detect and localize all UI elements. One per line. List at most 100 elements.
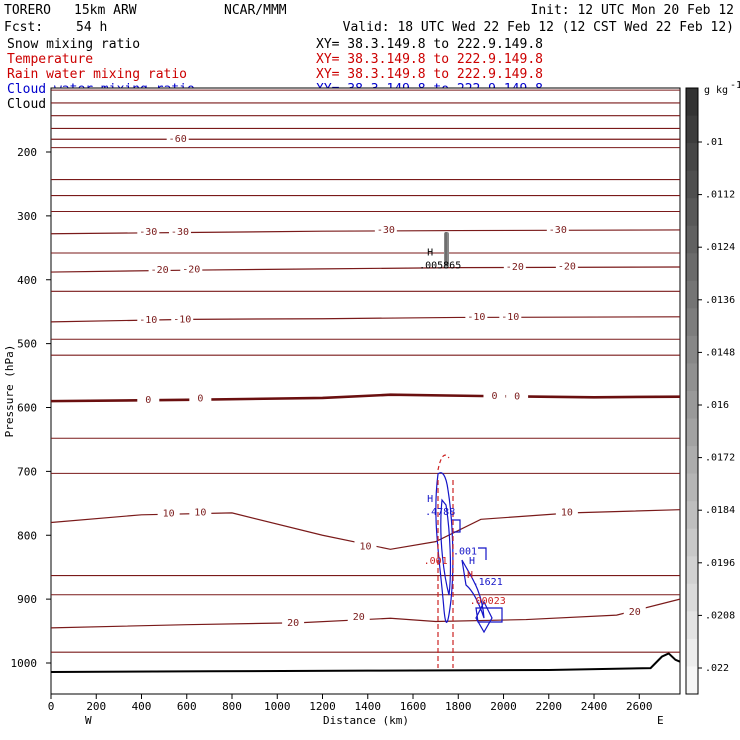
isotherm-label-bg [465,309,488,322]
model-resolution: 15km ARW [74,3,137,18]
cloud-layer [435,232,503,668]
field-name: Rain water mixing ratio [7,67,187,82]
cloud-water-contour [475,607,503,623]
isotherm-label-bg [171,312,194,325]
y-axis-title: Pressure (hPa) [3,345,16,438]
colorbar-band [686,583,698,612]
colorbar-tick-label: .016 [705,400,729,411]
isotherm-label: -30 [377,225,395,236]
rain-water-label: .001 [424,556,448,567]
init-time: Init: 12 UTC Mon 20 Feb 12 [531,3,735,18]
colorbar-band [686,501,698,530]
isotherm-layer: -60 -30 -30 -30 -30 -20 -20 -20 -20 -10 -10 -10 -10 0… [50,89,681,653]
cloud-water-contour [475,600,493,634]
x-tick-label: 0 [48,700,55,713]
colorbar: .022 .0208 .0196 .0184 .0172 .016 .0148 .0136 .0… [685,87,735,695]
isotherm-label-bg [168,224,191,237]
isotherm-label: -30 [549,225,567,236]
isotherm-label-bg [148,263,171,276]
isotherm-label: -60 [169,134,187,145]
isotherm-label: -30 [171,227,189,238]
cloud-water-contour [461,559,485,619]
center-name: NCAR/MMM [224,3,287,18]
fcst-label: Fcst: [4,20,43,35]
cloud-ice-max-value: .005865 [419,261,461,272]
cloud-water-contour [435,472,454,623]
isotherm-label: -20 [182,265,200,276]
field-xy: XY= 38.3.149.8 to 222.9.149.8 [316,37,543,52]
isotherm-label-bg [137,312,160,325]
cloud-water-contour [440,498,452,596]
rain-water-contour [437,454,450,471]
y-tick-label: 800 [17,529,37,542]
isotherm-label: 10 [163,509,175,520]
x-tick-label: 1400 [355,700,382,713]
colorbar-tick-label: .0124 [705,242,735,253]
isotherm-label-bg [623,604,646,617]
isotherm-label-bg [282,615,305,628]
cloud-water-max-marker: H [469,556,475,567]
field-xy: XY= 38.3.149.8 to 222.9.149.8 [316,52,543,67]
isotherm-label: -10 [501,312,519,323]
isotherm-label-bg [137,224,160,237]
isotherm-label-bg [189,391,212,404]
isotherm-label-bg [157,506,180,519]
isotherm-label: 20 [629,607,641,618]
isotherm-label-bg [546,222,569,235]
x-tick-label: 1000 [264,700,291,713]
y-axis: 200 300 400 500 600 700 800 900 1000 [11,146,51,670]
isotherm-label: -20 [558,261,576,272]
x-tick-label: 1600 [400,700,427,713]
colorbar-tick-label: .0196 [705,558,735,569]
colorbar-tick-label: .0148 [705,347,735,358]
field-name: Temperature [7,52,93,67]
field-name: Snow mixing ratio [7,37,140,52]
y-tick-label: 900 [17,593,37,606]
colorbar-band [686,446,698,475]
fcst-value: 54 h [76,20,107,35]
x-tick-label: 800 [222,700,242,713]
isotherm-label-bg [189,505,212,518]
colorbar-tick-label: .0184 [705,505,735,516]
cloud-water-contour [478,547,487,560]
colorbar-band [686,611,698,640]
colorbar-band [686,335,698,364]
x-tick-label: 1800 [445,700,472,713]
y-tick-label: 300 [17,210,37,223]
colorbar-frame [685,87,699,695]
isotherm-line [50,598,681,629]
colorbar-band [686,638,698,667]
isotherm-label-bg [354,539,377,552]
x-tick-label: 1200 [309,700,336,713]
x-tick-label: 2400 [581,700,608,713]
y-tick-label: 400 [17,274,37,287]
colorbar-band [686,666,698,695]
y-tick-label: 200 [17,146,37,159]
isotherm-label-bg [499,309,522,322]
colorbar-band [686,556,698,585]
y-tick-label: 1000 [11,657,38,670]
x-tick-label: 2000 [490,700,517,713]
colorbar-band [686,473,698,502]
colorbar-band [686,528,698,557]
colorbar-tick-label: .0172 [705,453,735,464]
isotherm-label: 0 [491,391,497,402]
cloud-water-label: .001 [453,546,477,557]
isotherm-label-bg [503,259,526,272]
isotherm-label: 0 [514,392,520,403]
x-tick-label: 200 [86,700,106,713]
terrain-surface [50,652,681,673]
isotherm-label-bg [506,389,529,402]
model-name: TORERO [4,3,51,18]
colorbar-band [686,170,698,199]
colorbar-band [686,418,698,447]
isotherm-label-bg [166,132,189,145]
x-axis-title: Distance (km) [323,714,409,727]
isotherm-line [50,266,681,273]
plot-frame [50,87,681,695]
y-tick-label: 700 [17,465,37,478]
isotherm-label: 0 [145,395,151,406]
y-tick-label: 600 [17,402,37,415]
